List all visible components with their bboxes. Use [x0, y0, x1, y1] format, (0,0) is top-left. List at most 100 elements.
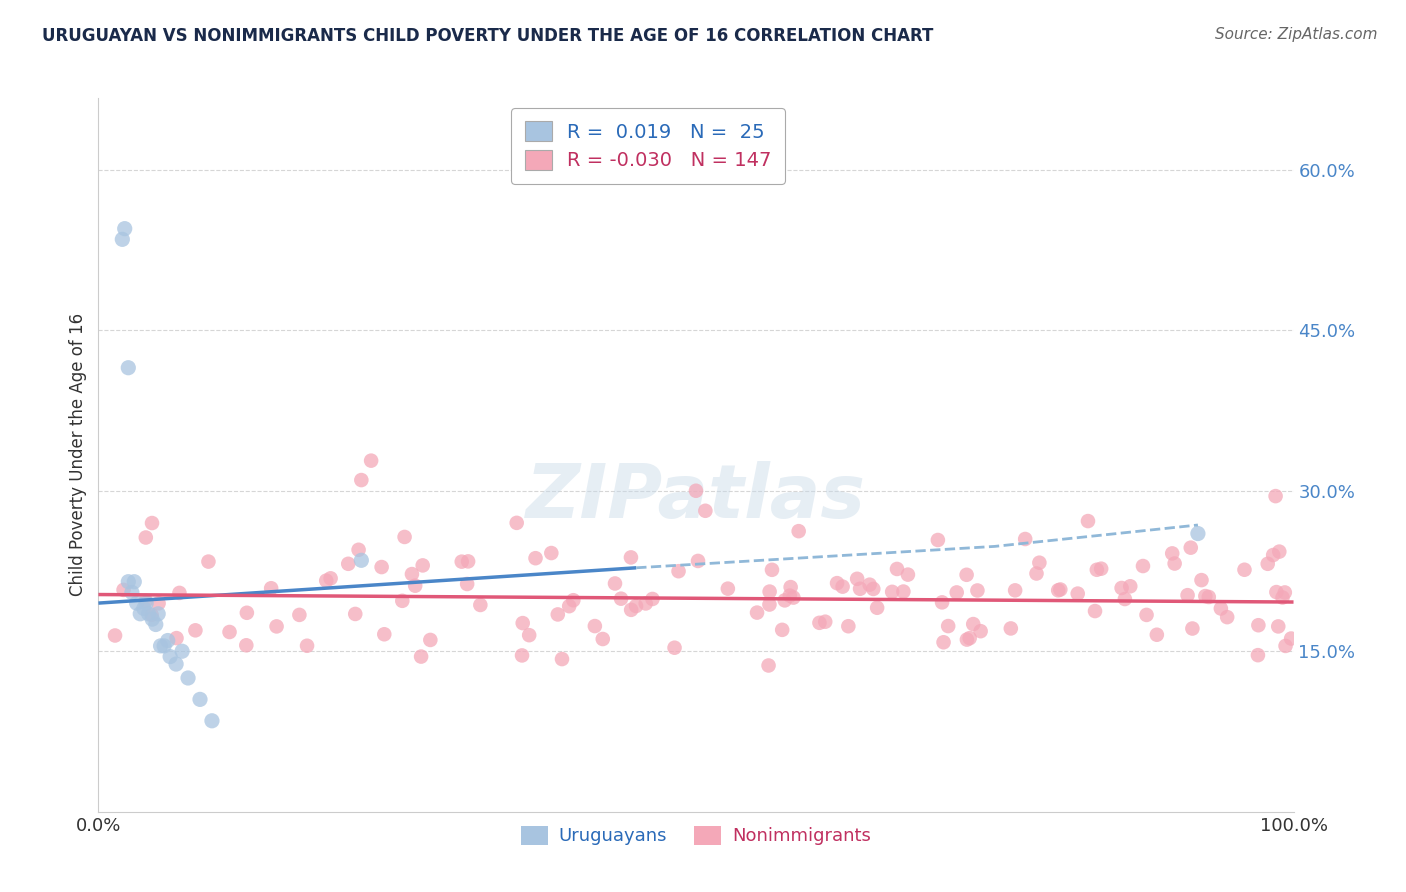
Point [849, 582, 872, 596]
Point [610, 591, 633, 606]
Point [1119, 579, 1142, 593]
Point [1247, 618, 1270, 632]
Point [370, 560, 392, 574]
Point [236, 606, 259, 620]
Point [1132, 559, 1154, 574]
Point [1180, 541, 1202, 555]
Point [717, 582, 740, 596]
Point [288, 607, 311, 622]
Point [620, 550, 643, 565]
Point [758, 584, 780, 599]
Point [862, 582, 884, 596]
Point [846, 572, 869, 586]
Point [197, 555, 219, 569]
Point [825, 576, 848, 591]
Point [141, 516, 163, 530]
Point [457, 554, 479, 568]
Point [456, 577, 478, 591]
Point [779, 589, 801, 603]
Point [404, 579, 426, 593]
Point [779, 580, 801, 594]
Point [165, 657, 187, 671]
Point [138, 607, 160, 621]
Point [177, 671, 200, 685]
Text: ZIPatlas: ZIPatlas [526, 461, 866, 534]
Point [350, 553, 373, 567]
Point [664, 640, 686, 655]
Point [1000, 622, 1022, 636]
Point [148, 596, 170, 610]
Point [506, 516, 529, 530]
Point [1279, 632, 1302, 646]
Point [156, 633, 179, 648]
Point [761, 563, 783, 577]
Point [837, 619, 859, 633]
Point [1077, 514, 1099, 528]
Point [966, 583, 988, 598]
Point [145, 617, 167, 632]
Point [547, 607, 569, 622]
Legend: Uruguayans, Nonimmigrants: Uruguayans, Nonimmigrants [513, 819, 879, 853]
Point [124, 574, 146, 589]
Point [148, 607, 170, 621]
Point [112, 582, 135, 597]
Point [956, 632, 979, 647]
Point [295, 639, 318, 653]
Point [1049, 582, 1071, 597]
Point [1085, 563, 1108, 577]
Point [603, 576, 626, 591]
Point [1233, 563, 1256, 577]
Point [512, 616, 534, 631]
Point [927, 533, 949, 547]
Point [859, 577, 882, 591]
Point [551, 652, 574, 666]
Point [592, 632, 614, 646]
Point [172, 644, 194, 658]
Point [394, 530, 416, 544]
Point [1274, 585, 1296, 599]
Point [319, 571, 342, 585]
Point [159, 649, 181, 664]
Point [153, 639, 176, 653]
Point [1191, 573, 1213, 587]
Point [685, 483, 707, 498]
Point [866, 600, 889, 615]
Point [117, 574, 139, 589]
Point [135, 596, 157, 610]
Point [1084, 604, 1107, 618]
Point [897, 567, 920, 582]
Point [350, 473, 373, 487]
Point [111, 232, 134, 246]
Point [524, 551, 547, 566]
Point [1146, 628, 1168, 642]
Point [695, 504, 717, 518]
Point [1047, 583, 1070, 598]
Point [1268, 544, 1291, 558]
Point [624, 599, 647, 613]
Point [1161, 546, 1184, 560]
Point [955, 567, 977, 582]
Point [260, 581, 283, 595]
Point [401, 567, 423, 582]
Point [1187, 526, 1209, 541]
Point [634, 597, 657, 611]
Y-axis label: Child Poverty Under the Age of 16: Child Poverty Under the Age of 16 [69, 313, 87, 597]
Point [141, 607, 163, 622]
Point [808, 615, 831, 630]
Point [135, 594, 157, 608]
Point [758, 658, 780, 673]
Point [770, 623, 793, 637]
Point [893, 584, 915, 599]
Point [104, 628, 127, 642]
Point [135, 531, 157, 545]
Point [1067, 586, 1090, 600]
Point [562, 593, 585, 607]
Point [1264, 489, 1286, 503]
Point [315, 574, 337, 588]
Point [510, 648, 533, 663]
Point [831, 580, 853, 594]
Point [787, 524, 810, 538]
Point [540, 546, 562, 560]
Point [391, 594, 413, 608]
Point [882, 585, 904, 599]
